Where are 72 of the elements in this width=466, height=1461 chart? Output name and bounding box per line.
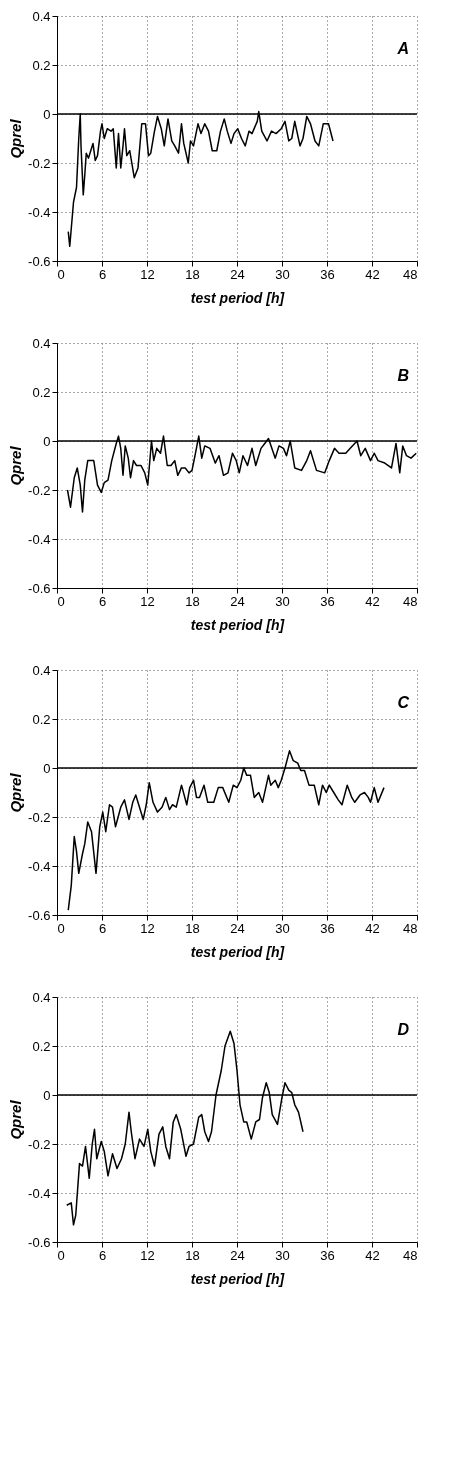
y-tick-label: -0.2: [28, 809, 51, 825]
annotation: C: [397, 694, 410, 711]
y-axis-title: Qprel: [7, 1099, 25, 1140]
x-tick-label: 42: [365, 1247, 380, 1263]
y-tick-label: 0.2: [32, 711, 51, 727]
x-tick-label: 30: [275, 920, 290, 936]
x-tick-label: 42: [365, 266, 380, 282]
y-tick-label: -0.4: [28, 204, 51, 220]
y-tick-label: -0.4: [28, 1185, 51, 1201]
x-tick-label: 18: [185, 266, 200, 282]
x-tick-label: 6: [98, 266, 107, 282]
y-tick-label: 0.2: [32, 1038, 51, 1054]
x-tick-label: 36: [320, 920, 335, 936]
x-tick-label: 36: [320, 266, 335, 282]
x-tick-label: 48: [403, 920, 418, 936]
y-tick-label: 0.4: [32, 989, 51, 1005]
x-tick-label: 48: [403, 266, 418, 282]
x-tick-label: 30: [275, 593, 290, 609]
y-tick-label: -0.6: [28, 253, 51, 269]
annotation: B: [397, 367, 409, 384]
x-tick-label: 12: [140, 593, 155, 609]
y-axis-title: Qprel: [7, 445, 25, 486]
y-tick-label: 0.4: [32, 335, 51, 351]
x-tick-label: 24: [230, 266, 245, 282]
x-tick-label: 24: [230, 1247, 245, 1263]
y-tick-label: 0: [43, 1087, 51, 1103]
x-tick-label: 6: [98, 1247, 107, 1263]
x-tick-label: 24: [230, 593, 245, 609]
x-tick-label: 30: [275, 266, 290, 282]
y-tick-label: -0.6: [28, 1234, 51, 1250]
y-tick-label: -0.2: [28, 155, 51, 171]
y-axis-title: Qprel: [7, 772, 25, 813]
x-tick-label: 42: [365, 920, 380, 936]
y-tick-label: 0.2: [32, 384, 51, 400]
x-axis-title: test period [h]: [190, 289, 286, 306]
x-tick-label: 24: [230, 920, 245, 936]
y-tick-label: -0.4: [28, 531, 51, 547]
y-tick-label: 0.2: [32, 57, 51, 73]
x-tick-label: 36: [320, 1247, 335, 1263]
x-tick-label: 30: [275, 1247, 290, 1263]
x-tick-label: 36: [320, 593, 335, 609]
x-tick-label: 42: [365, 593, 380, 609]
y-tick-label: 0: [43, 106, 51, 122]
x-tick-label: 12: [140, 266, 155, 282]
y-tick-label: -0.6: [28, 580, 51, 596]
x-tick-label: 12: [140, 920, 155, 936]
x-tick-label: 48: [403, 1247, 418, 1263]
x-tick-label: 0: [57, 266, 65, 282]
y-tick-label: -0.6: [28, 907, 51, 923]
x-tick-label: 18: [185, 593, 200, 609]
y-tick-label: -0.2: [28, 1136, 51, 1152]
x-axis-title: test period [h]: [190, 943, 286, 960]
x-tick-label: 0: [57, 920, 65, 936]
x-tick-label: 0: [57, 593, 65, 609]
annotation: D: [397, 1021, 410, 1038]
x-tick-label: 6: [98, 920, 107, 936]
x-tick-label: 6: [98, 593, 107, 609]
y-tick-label: 0: [43, 433, 51, 449]
y-tick-label: 0: [43, 760, 51, 776]
x-tick-label: 18: [185, 920, 200, 936]
y-tick-label: -0.2: [28, 482, 51, 498]
x-tick-label: 18: [185, 1247, 200, 1263]
y-axis-title: Qprel: [7, 118, 25, 159]
y-tick-label: 0.4: [32, 8, 51, 24]
y-tick-label: -0.4: [28, 858, 51, 874]
x-tick-label: 12: [140, 1247, 155, 1263]
y-tick-label: 0.4: [32, 662, 51, 678]
annotation: A: [396, 40, 409, 57]
x-axis-title: test period [h]: [190, 616, 286, 633]
x-tick-label: 48: [403, 593, 418, 609]
x-axis-title: test period [h]: [190, 1270, 286, 1287]
x-tick-label: 0: [57, 1247, 65, 1263]
